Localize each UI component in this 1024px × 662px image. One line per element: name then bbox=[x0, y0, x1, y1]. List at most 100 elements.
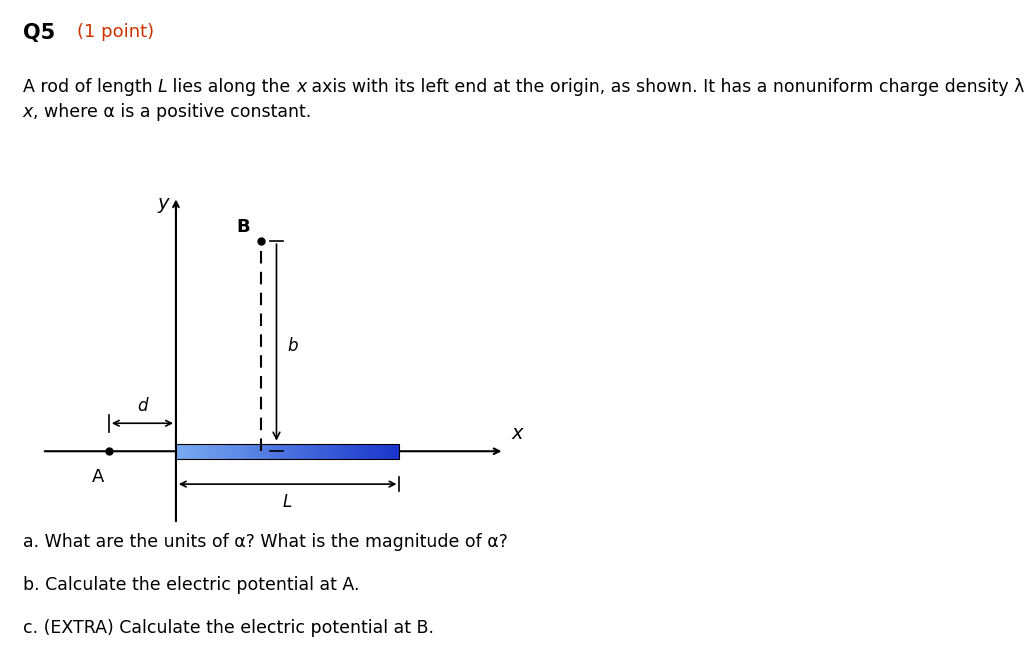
Bar bbox=[324, 444, 325, 459]
Bar bbox=[302, 444, 303, 459]
Bar bbox=[386, 444, 387, 459]
Bar bbox=[232, 444, 234, 459]
Bar bbox=[213, 444, 214, 459]
Bar bbox=[396, 444, 397, 459]
Bar bbox=[394, 444, 395, 459]
Bar bbox=[241, 444, 242, 459]
Bar bbox=[334, 444, 335, 459]
Bar bbox=[259, 444, 260, 459]
Bar bbox=[273, 444, 274, 459]
Bar bbox=[223, 444, 224, 459]
Bar bbox=[205, 444, 206, 459]
Bar bbox=[355, 444, 357, 459]
Bar bbox=[276, 444, 278, 459]
Bar bbox=[392, 444, 394, 459]
Bar bbox=[179, 444, 180, 459]
Bar bbox=[294, 444, 296, 459]
Bar bbox=[199, 444, 200, 459]
Text: A rod of length: A rod of length bbox=[23, 78, 158, 96]
Text: L: L bbox=[158, 78, 167, 96]
Bar bbox=[228, 444, 229, 459]
Bar bbox=[250, 444, 251, 459]
Bar bbox=[279, 444, 280, 459]
Bar bbox=[216, 444, 217, 459]
Bar bbox=[370, 444, 371, 459]
Bar bbox=[291, 444, 292, 459]
Text: b. Calculate the electric potential at A.: b. Calculate the electric potential at A… bbox=[23, 576, 359, 594]
Bar bbox=[284, 444, 285, 459]
Bar bbox=[376, 444, 377, 459]
Bar bbox=[373, 444, 374, 459]
Bar bbox=[331, 444, 333, 459]
Text: L: L bbox=[283, 493, 292, 510]
Bar bbox=[347, 444, 348, 459]
Bar bbox=[178, 444, 179, 459]
Bar bbox=[289, 444, 290, 459]
Bar bbox=[312, 444, 313, 459]
Bar bbox=[290, 444, 291, 459]
Bar bbox=[382, 444, 383, 459]
Bar bbox=[328, 444, 329, 459]
Bar bbox=[377, 444, 378, 459]
Bar bbox=[300, 444, 301, 459]
Bar bbox=[275, 444, 276, 459]
Bar bbox=[265, 444, 266, 459]
Bar bbox=[281, 444, 282, 459]
Bar bbox=[190, 444, 191, 459]
Bar bbox=[188, 444, 189, 459]
Text: x: x bbox=[296, 78, 306, 96]
Bar bbox=[304, 444, 305, 459]
Bar bbox=[231, 444, 232, 459]
Bar bbox=[333, 444, 334, 459]
Bar bbox=[180, 444, 181, 459]
Text: d: d bbox=[137, 397, 147, 415]
Bar bbox=[194, 444, 195, 459]
Bar bbox=[239, 444, 240, 459]
Bar bbox=[286, 444, 287, 459]
Bar bbox=[315, 444, 316, 459]
Bar bbox=[224, 444, 225, 459]
Bar bbox=[186, 444, 187, 459]
Bar bbox=[193, 444, 194, 459]
Bar bbox=[191, 444, 193, 459]
Bar bbox=[395, 444, 396, 459]
Bar bbox=[238, 444, 239, 459]
Bar bbox=[364, 444, 365, 459]
Bar bbox=[305, 444, 306, 459]
Bar bbox=[187, 444, 188, 459]
Bar bbox=[200, 444, 201, 459]
Bar bbox=[316, 444, 317, 459]
Bar bbox=[240, 444, 241, 459]
Text: c. (EXTRA) Calculate the electric potential at B.: c. (EXTRA) Calculate the electric potent… bbox=[23, 619, 433, 637]
Bar bbox=[176, 444, 399, 459]
Bar bbox=[314, 444, 315, 459]
Text: , where α is a positive constant.: , where α is a positive constant. bbox=[33, 103, 311, 120]
Bar bbox=[288, 444, 289, 459]
Bar bbox=[247, 444, 248, 459]
Bar bbox=[336, 444, 337, 459]
Bar bbox=[293, 444, 294, 459]
Bar bbox=[183, 444, 185, 459]
Bar bbox=[217, 444, 218, 459]
Bar bbox=[267, 444, 268, 459]
Bar bbox=[244, 444, 245, 459]
Text: lies along the: lies along the bbox=[167, 78, 296, 96]
Bar bbox=[329, 444, 330, 459]
Bar bbox=[366, 444, 367, 459]
Bar bbox=[397, 444, 398, 459]
Bar bbox=[269, 444, 271, 459]
Bar bbox=[380, 444, 382, 459]
Bar bbox=[229, 444, 230, 459]
Bar bbox=[214, 444, 215, 459]
Bar bbox=[349, 444, 350, 459]
Bar bbox=[261, 444, 262, 459]
Text: x: x bbox=[511, 424, 522, 443]
Bar bbox=[379, 444, 380, 459]
Bar bbox=[256, 444, 257, 459]
Bar bbox=[177, 444, 178, 459]
Bar bbox=[346, 444, 347, 459]
Bar bbox=[176, 444, 177, 459]
Bar bbox=[195, 444, 196, 459]
Bar bbox=[248, 444, 249, 459]
Bar bbox=[310, 444, 311, 459]
